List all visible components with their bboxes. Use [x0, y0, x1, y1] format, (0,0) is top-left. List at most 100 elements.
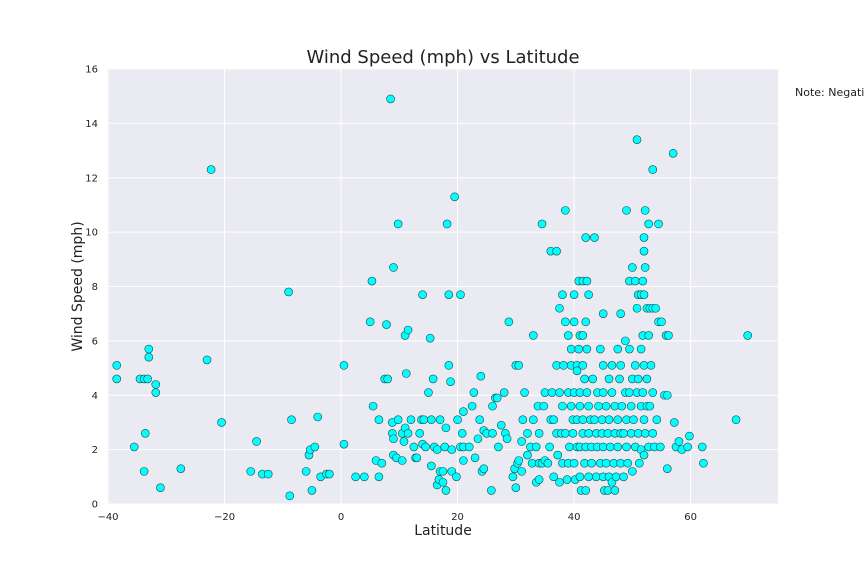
- data-point: [425, 333, 435, 343]
- data-point: [467, 401, 477, 411]
- data-point: [406, 415, 416, 425]
- data-point: [575, 401, 585, 411]
- data-point: [543, 458, 553, 468]
- data-point: [604, 374, 614, 384]
- x-axis-label: Latitude: [414, 523, 472, 539]
- data-point: [581, 486, 591, 495]
- data-point: [645, 401, 655, 411]
- data-point: [285, 491, 295, 501]
- x-tick-label: 20: [451, 512, 464, 523]
- y-tick-label: 2: [92, 445, 98, 456]
- data-point: [584, 290, 593, 299]
- data-point: [537, 219, 547, 229]
- data-point: [640, 429, 650, 438]
- data-point: [504, 317, 514, 327]
- data-point: [633, 374, 643, 384]
- data-point: [499, 388, 509, 397]
- x-tick-label: 40: [568, 512, 581, 523]
- data-point: [287, 415, 296, 425]
- data-point: [453, 415, 462, 425]
- data-point: [539, 401, 549, 411]
- data-point: [590, 415, 599, 425]
- data-point: [575, 472, 585, 482]
- data-point: [558, 290, 567, 299]
- data-point: [487, 486, 496, 495]
- data-point: [569, 290, 579, 299]
- data-point: [382, 320, 391, 329]
- data-point: [441, 423, 451, 433]
- data-point: [621, 336, 630, 346]
- data-point: [569, 458, 579, 468]
- note-text: Note: Negativ: [795, 86, 864, 99]
- y-tick-label: 12: [85, 173, 98, 184]
- data-point: [432, 445, 442, 454]
- data-point: [594, 401, 603, 411]
- data-point: [561, 317, 570, 327]
- data-point: [144, 352, 154, 362]
- data-point: [547, 388, 557, 397]
- x-tick-label: −40: [97, 512, 118, 523]
- data-point: [669, 418, 679, 427]
- data-point: [668, 148, 678, 158]
- data-point: [561, 429, 570, 438]
- data-point: [584, 429, 593, 438]
- data-point: [523, 429, 532, 438]
- data-point: [743, 331, 753, 340]
- data-point: [374, 472, 384, 482]
- data-point: [534, 475, 544, 484]
- data-point: [549, 415, 558, 425]
- data-point: [492, 393, 502, 403]
- data-point: [632, 303, 642, 313]
- data-point: [351, 472, 360, 482]
- data-point: [418, 290, 427, 299]
- data-point: [566, 344, 576, 354]
- data-point: [517, 437, 526, 446]
- data-point: [555, 477, 564, 487]
- data-point: [552, 246, 561, 256]
- data-point: [623, 458, 632, 468]
- data-point: [697, 442, 707, 452]
- data-point: [409, 442, 419, 452]
- data-point: [438, 467, 448, 476]
- data-point: [459, 456, 468, 465]
- data-point: [674, 437, 684, 446]
- y-tick-label: 14: [85, 119, 98, 130]
- data-point: [566, 401, 576, 411]
- y-tick-label: 8: [92, 282, 98, 293]
- data-point: [202, 355, 212, 365]
- data-point: [419, 415, 429, 425]
- data-point: [638, 388, 648, 397]
- data-point: [446, 377, 455, 386]
- data-point: [588, 374, 598, 384]
- data-point: [447, 445, 457, 454]
- data-point: [325, 469, 334, 479]
- y-tick-label: 0: [92, 500, 98, 511]
- data-point: [640, 206, 650, 215]
- data-point: [520, 388, 529, 397]
- data-point: [473, 434, 483, 444]
- data-point: [534, 429, 544, 438]
- data-point: [635, 458, 644, 468]
- data-point: [447, 467, 457, 476]
- data-point: [580, 374, 589, 384]
- data-point: [488, 429, 497, 438]
- data-point: [206, 165, 216, 174]
- data-point: [622, 442, 631, 452]
- data-point: [598, 309, 608, 318]
- data-point: [648, 165, 658, 174]
- data-point: [578, 331, 588, 340]
- data-point: [339, 439, 349, 449]
- data-point: [638, 276, 648, 286]
- data-point: [360, 472, 369, 482]
- data-point: [605, 442, 615, 452]
- data-point: [616, 361, 625, 370]
- data-point: [625, 388, 634, 397]
- data-point: [112, 374, 122, 384]
- data-point: [565, 442, 574, 452]
- data-point: [639, 233, 649, 242]
- data-point: [563, 331, 573, 340]
- data-point: [581, 317, 591, 327]
- data-point: [648, 388, 658, 397]
- data-point: [140, 429, 150, 438]
- y-tick-label: 6: [92, 336, 98, 347]
